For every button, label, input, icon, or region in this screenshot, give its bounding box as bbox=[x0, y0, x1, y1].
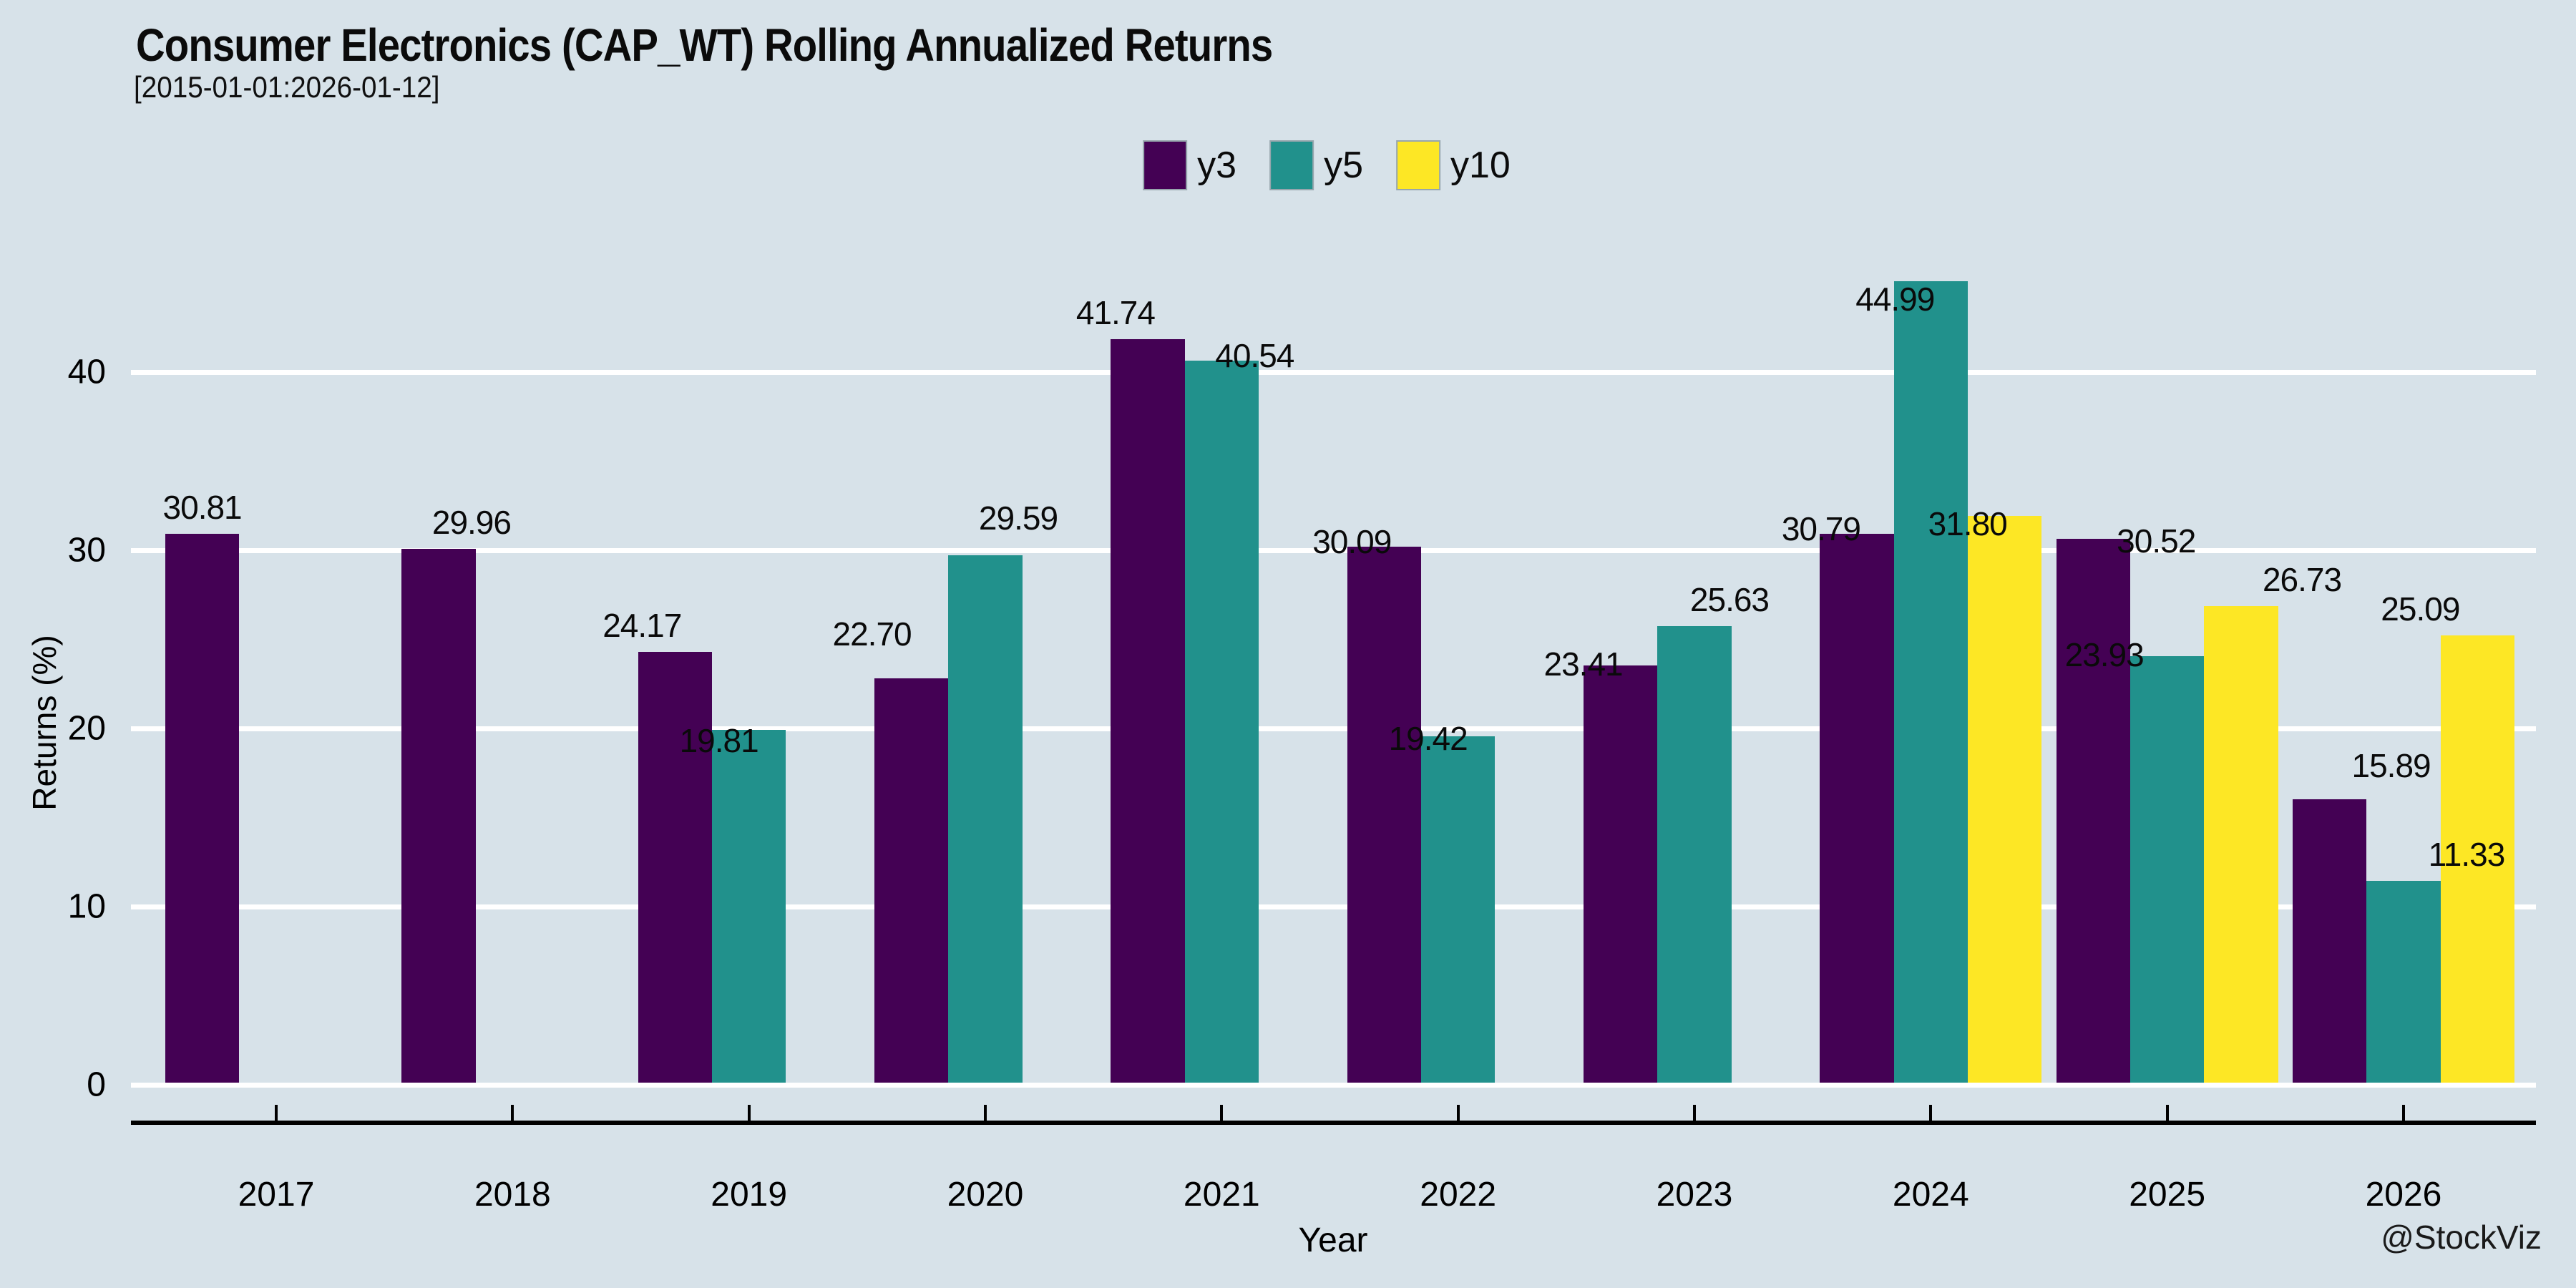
x-tick-2017 bbox=[275, 1105, 278, 1121]
bar-y10-2024 bbox=[1968, 516, 2042, 1083]
bar-value-label-y10-2026: 25.09 bbox=[2381, 590, 2460, 628]
x-tick-label-2018: 2018 bbox=[474, 1176, 551, 1214]
x-axis-label: Year bbox=[1298, 1221, 1368, 1259]
y-tick-label-30: 30 bbox=[67, 531, 106, 570]
bar-y3-2024 bbox=[1820, 534, 1894, 1083]
gridline-y20 bbox=[131, 726, 2536, 731]
bar-y5-2019 bbox=[711, 729, 786, 1083]
bar-y5-2020 bbox=[948, 555, 1023, 1083]
bar-value-label-y5-2023: 25.63 bbox=[1689, 580, 1770, 618]
x-tick-label-2022: 2022 bbox=[1420, 1176, 1497, 1214]
chart-title: Consumer Electronics (CAP_WT) Rolling An… bbox=[136, 19, 1273, 71]
y-tick-label-40: 40 bbox=[67, 353, 106, 391]
bar-y10-2026 bbox=[2440, 635, 2515, 1083]
bar-y3-2025 bbox=[2056, 539, 2130, 1083]
bar-value-label-y3-2021: 41.74 bbox=[1075, 293, 1156, 331]
bar-y5-2021 bbox=[1184, 360, 1259, 1083]
bar-value-label-y3-2019: 24.17 bbox=[602, 607, 682, 645]
bar-y10-2025 bbox=[2204, 606, 2278, 1083]
x-tick-label-2020: 2020 bbox=[947, 1176, 1024, 1214]
legend-item-y5: y5 bbox=[1271, 142, 1363, 189]
bar-value-label-y3-2022: 30.09 bbox=[1312, 522, 1392, 560]
gridline-y10 bbox=[131, 904, 2536, 909]
x-tick-label-2017: 2017 bbox=[238, 1176, 315, 1214]
x-tick-2023 bbox=[1692, 1105, 1696, 1121]
x-axis-line bbox=[131, 1121, 2536, 1125]
y-tick-label-10: 10 bbox=[67, 887, 106, 926]
gridline-y30 bbox=[131, 548, 2536, 553]
bar-value-label-y5-2026: 11.33 bbox=[2428, 835, 2506, 873]
x-tick-label-2023: 2023 bbox=[1656, 1176, 1733, 1214]
bar-y3-2021 bbox=[1111, 338, 1185, 1083]
bar-y3-2018 bbox=[401, 548, 476, 1083]
legend-label: y5 bbox=[1324, 145, 1363, 186]
legend-swatch-y10 bbox=[1397, 142, 1439, 189]
bar-y5-2023 bbox=[1657, 625, 1732, 1083]
legend-swatch-y5 bbox=[1271, 142, 1313, 189]
bar-value-label-y10-2024: 31.80 bbox=[1928, 505, 2008, 543]
bar-y5-2022 bbox=[1420, 736, 1496, 1083]
x-tick-2026 bbox=[2401, 1105, 2405, 1121]
x-tick-label-2026: 2026 bbox=[2365, 1176, 2442, 1214]
bar-value-label-y3-2024: 30.79 bbox=[1781, 510, 1861, 548]
x-tick-2021 bbox=[1220, 1105, 1224, 1121]
gridline-y40 bbox=[131, 370, 2536, 375]
x-tick-2019 bbox=[747, 1105, 751, 1121]
bar-y5-2026 bbox=[2366, 880, 2441, 1083]
legend-item-y3: y3 bbox=[1144, 142, 1236, 189]
bar-value-label-y10-2025: 26.73 bbox=[2262, 561, 2342, 599]
bar-value-label-y5-2022: 19.42 bbox=[1388, 720, 1468, 758]
x-tick-2020 bbox=[983, 1105, 987, 1121]
x-tick-2022 bbox=[1456, 1105, 1460, 1121]
x-tick-2024 bbox=[1929, 1105, 1933, 1121]
legend: y3 y5 y10 bbox=[1144, 142, 1511, 189]
bar-y5-2024 bbox=[1893, 280, 1968, 1083]
bar-value-label-y3-2020: 22.70 bbox=[832, 615, 912, 653]
bar-value-label-y3-2025: 30.52 bbox=[2117, 522, 2196, 560]
x-tick-label-2025: 2025 bbox=[2129, 1176, 2206, 1214]
chart-subtitle: [2015-01-01:2026-01-12] bbox=[134, 70, 440, 104]
x-tick-2025 bbox=[2165, 1105, 2169, 1121]
legend-swatch-y3 bbox=[1144, 142, 1186, 189]
bar-value-label-y3-2018: 29.96 bbox=[431, 503, 512, 541]
legend-item-y10: y10 bbox=[1397, 142, 1511, 189]
legend-label: y10 bbox=[1450, 145, 1511, 186]
bar-y5-2025 bbox=[2129, 656, 2205, 1083]
bar-value-label-y3-2023: 23.41 bbox=[1543, 645, 1624, 683]
bar-y3-2020 bbox=[874, 678, 949, 1083]
bar-value-label-y5-2019: 19.81 bbox=[679, 721, 759, 759]
bar-value-label-y5-2020: 29.59 bbox=[978, 499, 1058, 537]
bar-value-label-y3-2026: 15.89 bbox=[2351, 747, 2431, 785]
y-tick-label-20: 20 bbox=[67, 709, 106, 748]
bar-y3-2017 bbox=[165, 533, 240, 1083]
x-tick-2018 bbox=[511, 1105, 514, 1121]
bar-value-label-y5-2025: 23.93 bbox=[2064, 636, 2145, 674]
bar-y3-2019 bbox=[638, 652, 712, 1083]
x-tick-label-2019: 2019 bbox=[711, 1176, 788, 1214]
bar-y3-2022 bbox=[1347, 546, 1421, 1083]
watermark: @StockViz bbox=[2381, 1219, 2542, 1256]
y-axis-label: Returns (%) bbox=[26, 635, 63, 811]
x-tick-label-2021: 2021 bbox=[1183, 1176, 1260, 1214]
bar-value-label-y5-2021: 40.54 bbox=[1215, 336, 1294, 374]
bar-y3-2026 bbox=[2292, 799, 2367, 1083]
y-tick-label-0: 0 bbox=[87, 1065, 106, 1104]
bar-y3-2023 bbox=[1583, 665, 1658, 1083]
bar-value-label-y3-2017: 30.81 bbox=[162, 488, 243, 526]
bar-value-label-y5-2024: 44.99 bbox=[1855, 280, 1935, 318]
gridline-y0 bbox=[131, 1083, 2536, 1088]
legend-label: y3 bbox=[1197, 145, 1237, 186]
x-tick-label-2024: 2024 bbox=[1892, 1176, 1969, 1214]
